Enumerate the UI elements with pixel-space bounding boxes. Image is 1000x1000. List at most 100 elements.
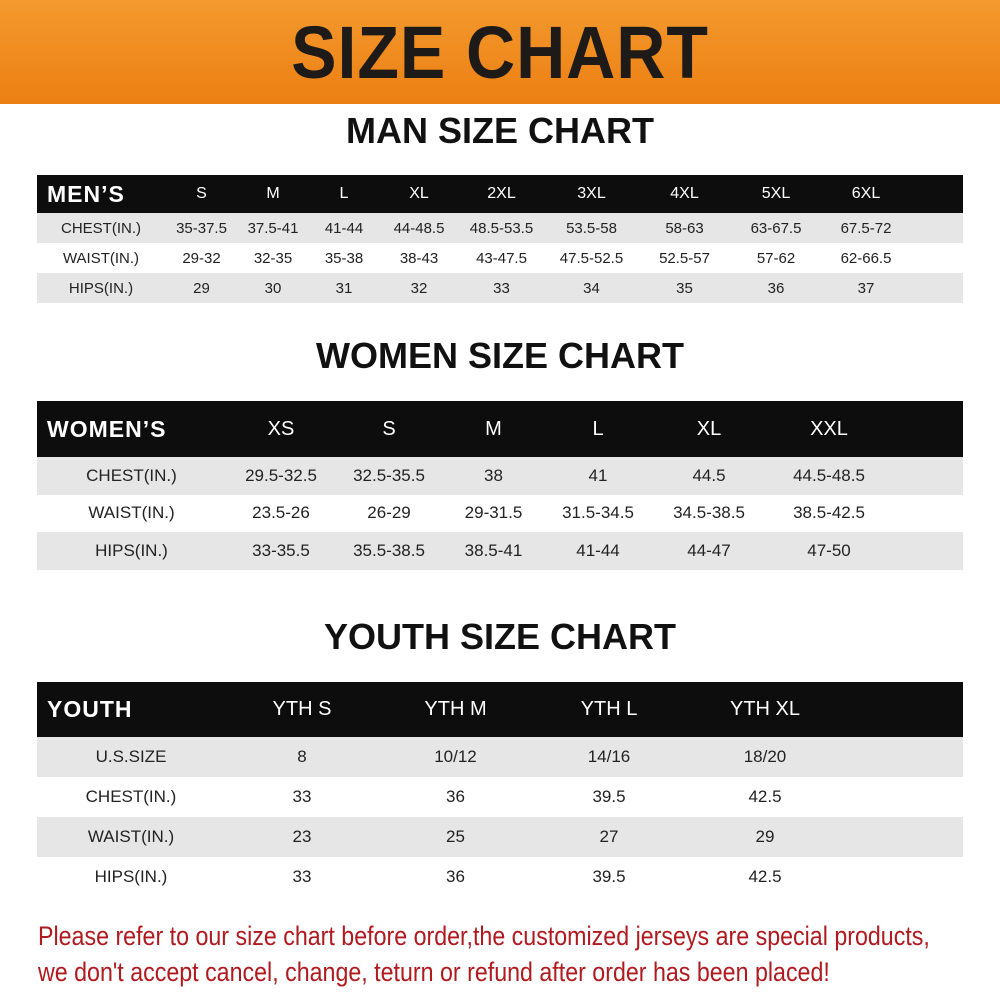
cell: 43-47.5 — [476, 249, 527, 267]
cell: 53.5-58 — [566, 219, 617, 237]
table-row: CHEST(IN.) 33 36 39.5 42.5 — [37, 777, 963, 817]
cell: 34 — [583, 279, 600, 297]
cell: 38.5-42.5 — [793, 503, 865, 523]
cell: 48.5-53.5 — [469, 219, 534, 237]
cell: S — [382, 417, 396, 440]
row-label: WAIST(IN.) — [88, 503, 175, 523]
men-size-table: MEN’S S M L XL 2XL 3XL 4XL 5XL 6XL CHEST(IN.) 35-37… — [37, 175, 963, 303]
cell: 41 — [588, 465, 608, 485]
cell: 42.5 — [748, 787, 782, 806]
cell: XL — [696, 417, 722, 440]
cell: 35-37.5 — [176, 219, 227, 237]
row-label: CHEST(IN.) — [86, 465, 177, 485]
cell: YTH L — [580, 698, 638, 720]
cell: 29 — [193, 279, 210, 297]
cell: 38.5-41 — [464, 540, 523, 560]
cell: 10/12 — [434, 747, 477, 766]
row-label: WAIST(IN.) — [87, 827, 175, 846]
cell: YTH M — [424, 698, 487, 720]
cell: YTH S — [272, 698, 332, 720]
cell: 23.5-26 — [252, 503, 310, 523]
table-row: WAIST(IN.) 29-32 32-35 35-38 38-43 43-47.5 47.… — [37, 243, 963, 273]
table-header-row: YOUTH YTH S YTH M YTH L YTH XL — [37, 682, 963, 737]
cell: 63-67.5 — [750, 219, 802, 237]
women-size-table: WOMEN’S XS S M L XL XXL CHEST(IN.) 29.5-32.5 32.5… — [37, 401, 963, 570]
cell: XL — [409, 185, 429, 202]
cell: 44-48.5 — [393, 219, 445, 237]
row-label: HIPS(IN.) — [94, 867, 168, 886]
cell: M — [266, 185, 280, 202]
table-header-row: MEN’S S M L XL 2XL 3XL 4XL 5XL 6XL — [37, 175, 963, 213]
youth-section-title: YOUTH SIZE CHART — [323, 616, 676, 657]
cell: 39.5 — [592, 787, 626, 806]
cell: 37.5-41 — [247, 219, 299, 237]
cell: L — [339, 185, 349, 202]
cell: 36 — [446, 867, 465, 886]
youth-size-table: YOUTH YTH S YTH M YTH L YTH XL U.S.SIZE 8 10/12… — [37, 682, 963, 897]
cell: 36 — [446, 787, 465, 806]
page-title: SIZE CHART — [291, 10, 709, 94]
cell: 67.5-72 — [840, 219, 892, 237]
cell: 41-44 — [576, 540, 620, 560]
cell: 33-35.5 — [252, 540, 310, 560]
cell: 8 — [297, 747, 307, 766]
row-label: CHEST(IN.) — [85, 787, 177, 806]
order-notice-line-2: we don't accept cancel, change, teturn o… — [38, 957, 830, 987]
row-label: YOUTH — [47, 696, 133, 722]
cell: 38 — [484, 465, 503, 485]
cell: 27 — [599, 827, 619, 846]
cell: 4XL — [670, 185, 699, 202]
cell: 25 — [446, 827, 465, 846]
cell: 44.5 — [692, 465, 726, 485]
table-header-row: WOMEN’S XS S M L XL XXL — [37, 401, 963, 457]
women-section-title: WOMEN SIZE CHART — [316, 335, 684, 376]
cell: 29-32 — [182, 249, 221, 267]
cell: 38-43 — [399, 249, 439, 267]
row-label: WOMEN’S — [47, 415, 167, 442]
cell: 23 — [292, 827, 312, 846]
cell: 2XL — [487, 185, 516, 202]
table-row: HIPS(IN.) 33 36 39.5 42.5 — [37, 857, 963, 897]
table-row: CHEST(IN.) 29.5-32.5 32.5-35.5 38 41 44.5 44.5… — [37, 457, 963, 495]
cell: 31 — [335, 279, 353, 297]
cell: 35-38 — [324, 249, 364, 267]
cell: 29-31.5 — [464, 503, 523, 523]
row-label: U.S.SIZE — [95, 747, 167, 766]
cell: 37 — [857, 279, 875, 297]
cell: 6XL — [851, 185, 881, 202]
cell: 33 — [292, 867, 312, 886]
cell: 3XL — [577, 185, 606, 202]
cell: S — [196, 185, 207, 202]
table-row: CHEST(IN.) 35-37.5 37.5-41 41-44 44-48.5 48.5… — [37, 213, 963, 243]
table-row: HIPS(IN.) 29 30 31 32 33 34 35 36 37 — [37, 273, 963, 303]
cell: 32 — [410, 279, 428, 297]
men-section-title: MAN SIZE CHART — [346, 110, 654, 151]
cell: 31.5-34.5 — [562, 503, 634, 523]
row-label: HIPS(IN.) — [68, 279, 134, 297]
cell: 47.5-52.5 — [559, 249, 624, 267]
cell: 33 — [292, 787, 312, 806]
cell: 34.5-38.5 — [673, 503, 745, 523]
cell: 41-44 — [324, 219, 364, 237]
order-notice-line-1: Please refer to our size chart before or… — [38, 921, 930, 951]
cell: 57-62 — [756, 249, 796, 267]
cell: XXL — [810, 417, 848, 440]
cell: 35 — [676, 279, 693, 297]
cell: 42.5 — [748, 867, 782, 886]
cell: 14/16 — [587, 747, 631, 766]
cell: 29.5-32.5 — [245, 465, 317, 485]
cell: 36 — [767, 279, 785, 297]
cell: 32-35 — [253, 249, 293, 267]
table-row: U.S.SIZE 8 10/12 14/16 18/20 — [37, 737, 963, 777]
cell: 39.5 — [592, 867, 626, 886]
row-label: WAIST(IN.) — [62, 249, 140, 267]
cell: 5XL — [761, 185, 791, 202]
banner: SIZE CHART — [0, 0, 1000, 104]
cell: YTH XL — [729, 698, 801, 720]
cell: 18/20 — [743, 747, 787, 766]
cell: 30 — [264, 279, 282, 297]
row-label: HIPS(IN.) — [95, 540, 168, 560]
row-label: MEN’S — [47, 180, 125, 207]
cell: 33 — [493, 279, 510, 297]
cell: 44-47 — [687, 540, 731, 560]
